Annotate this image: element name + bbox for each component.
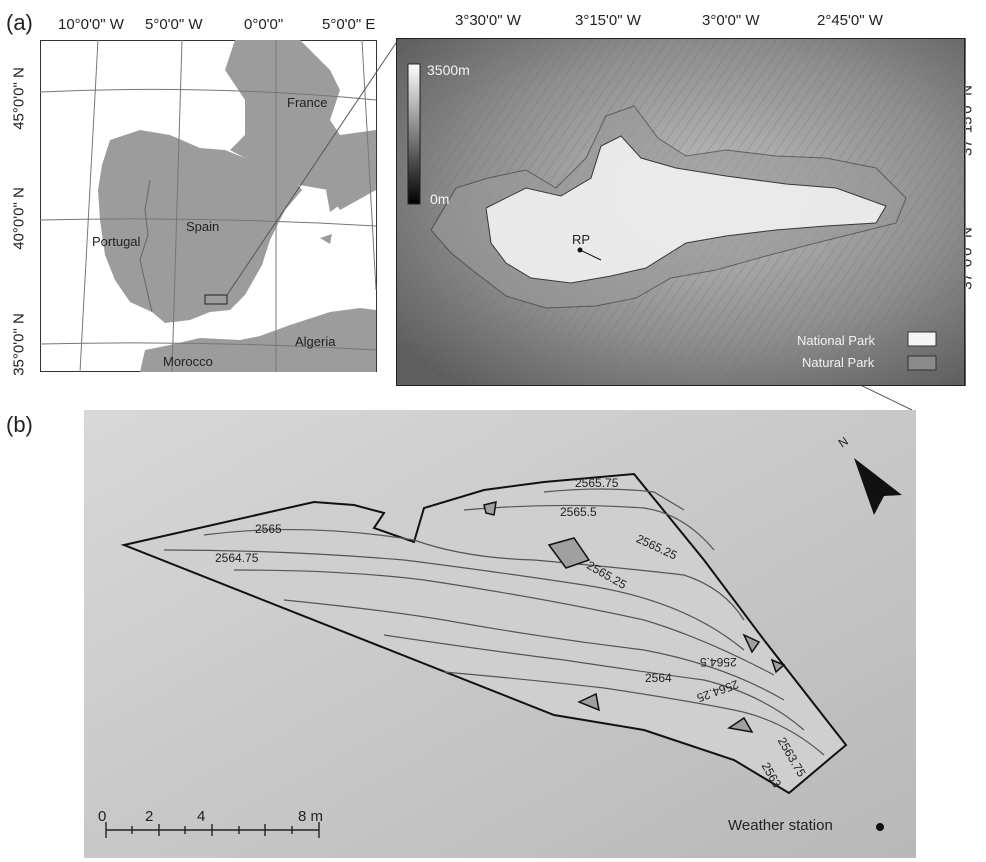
north-arrow [854,458,902,515]
legend-natural-park: Natural Park [802,355,875,370]
weather-station-dot [876,823,884,831]
detail-map: N [84,410,916,858]
corsica [326,188,340,212]
national-park-area [485,135,887,284]
contour-label-4: 2564.75 [215,551,259,565]
balearic [320,234,332,244]
label-algeria: Algeria [295,334,336,349]
label-portugal: Portugal [92,234,141,249]
spain-landmass [98,130,302,323]
scale-label-2: 2 [145,808,154,825]
elevation-max-label: 3500m [427,62,470,78]
africa-landmass [140,308,376,372]
france-landmass [225,40,376,210]
scale-bar [105,822,320,838]
label-france: France [287,95,328,110]
contour-label-8: 2564 [645,671,672,685]
label-morocco: Morocco [163,354,213,369]
scale-label-4: 4 [197,808,206,825]
rp-label: RP [572,232,591,247]
relief-lon-tick-3: 3°0'0" W [702,12,760,29]
relief-lon-tick-2: 3°15'0" W [575,12,641,29]
elevation-min-label: 0m [430,191,450,207]
legend-national-park: National Park [797,333,876,348]
label-spain: Spain [186,219,220,234]
contour-label-1: 2565.75 [575,476,619,490]
scale-label-8m: 8 m [298,808,324,825]
legend-weather-station: Weather station [728,817,833,834]
contour-label-7: 2564.5 [700,655,737,669]
contour-label-2: 2565.5 [560,505,597,519]
relief-lon-tick-1: 3°30'0" W [455,12,521,29]
left-map-lon-tick-1: 10°0'0" W [58,16,124,33]
natural-park-swatch [907,355,937,371]
national-park-swatch [907,331,937,347]
relief-lon-tick-4: 2°45'0" W [817,12,883,29]
left-map-lon-tick-2: 5°0'0" W [145,16,203,33]
relief-map [396,38,966,386]
panel-a-letter: (a) [6,10,33,35]
panel-b-letter: (b) [6,412,33,437]
left-map-lon-tick-4: 5°0'0" E [322,16,376,33]
scale-label-0: 0 [98,808,107,825]
contour-label-3: 2565 [255,522,282,536]
elevation-ramp [407,63,421,205]
study-area-box [204,294,228,305]
portugal-border [139,179,153,313]
left-map-lon-tick-3: 0°0'0" [244,16,284,33]
overview-map [40,40,377,373]
